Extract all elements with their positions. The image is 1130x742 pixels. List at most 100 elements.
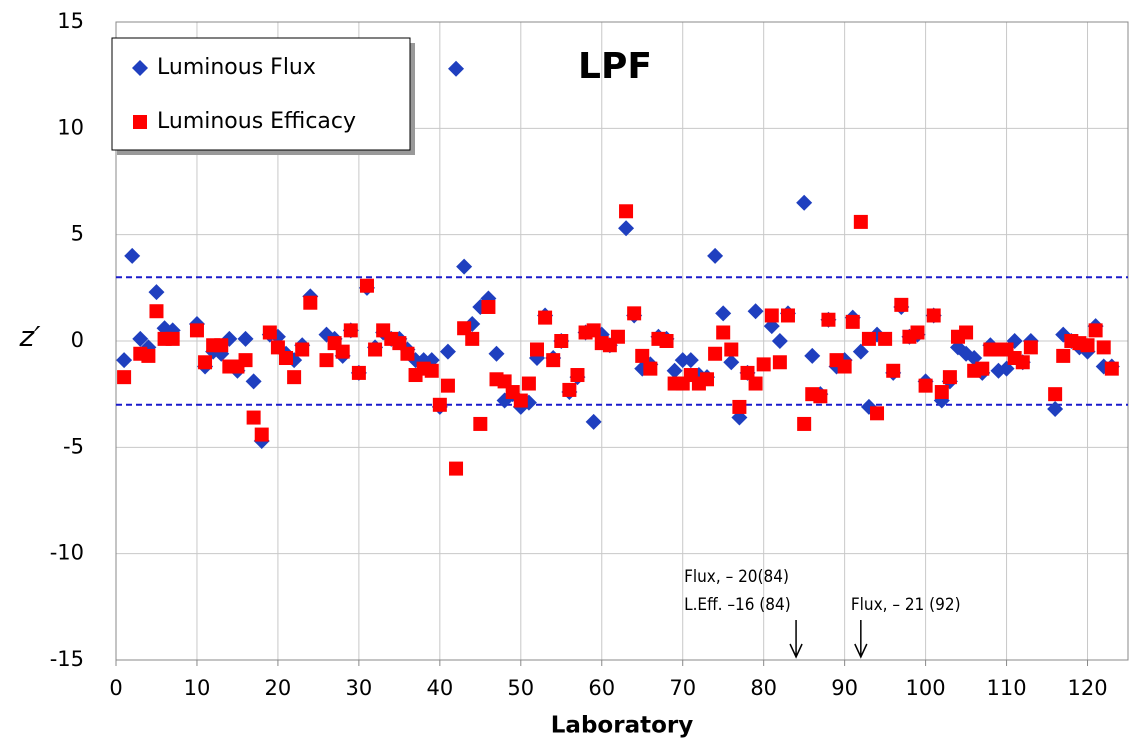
point [804, 347, 821, 364]
x-tick-label: 120 [1067, 676, 1107, 700]
point [440, 378, 455, 393]
point [456, 258, 473, 275]
point [554, 334, 569, 348]
point [124, 247, 141, 264]
point [715, 305, 732, 322]
point [359, 278, 374, 293]
point [1056, 348, 1071, 363]
point [368, 342, 383, 357]
annotation-arrow [854, 620, 868, 659]
y-tick-label: -10 [50, 541, 84, 565]
point [643, 361, 658, 376]
y-tick-label: -5 [63, 434, 84, 458]
chart-title: LPF [578, 46, 652, 87]
point [934, 385, 949, 400]
point [303, 295, 318, 310]
x-tick-label: 30 [346, 676, 373, 700]
x-axis-label: Laboratory [551, 713, 693, 739]
point [756, 357, 771, 372]
point [254, 427, 269, 442]
point [562, 382, 577, 397]
point [1048, 387, 1063, 402]
point [343, 323, 358, 338]
point [764, 308, 779, 323]
point [926, 308, 941, 323]
point [1023, 340, 1038, 355]
point [335, 344, 350, 359]
point [747, 303, 764, 320]
point [772, 355, 787, 370]
point [716, 325, 731, 340]
x-tick-label: 10 [184, 676, 211, 700]
point [319, 353, 334, 368]
point [198, 355, 213, 370]
point [117, 370, 132, 385]
point [449, 461, 464, 476]
x-tick-label: 100 [906, 676, 946, 700]
point [619, 204, 634, 219]
point [585, 413, 602, 430]
point [400, 346, 415, 361]
point [538, 310, 553, 325]
point [861, 331, 876, 346]
point [439, 343, 456, 360]
point [570, 368, 585, 383]
point [894, 297, 909, 312]
legend: Luminous Flux Luminous Efficacy [111, 37, 415, 155]
point [295, 342, 310, 357]
point [740, 365, 755, 380]
x-tick-label: 80 [750, 676, 777, 700]
y-tick-label: 5 [71, 222, 84, 246]
point [975, 361, 990, 376]
x-tick-label: 0 [109, 676, 122, 700]
y-axis-label: z′ [18, 320, 41, 353]
point [546, 353, 561, 368]
point [149, 304, 164, 319]
point [1104, 361, 1119, 376]
point [780, 308, 795, 323]
point [942, 370, 957, 385]
point [238, 353, 253, 368]
point [246, 410, 261, 425]
point [666, 362, 683, 379]
point [279, 351, 294, 366]
point [424, 363, 439, 378]
point [852, 343, 869, 360]
point [918, 378, 933, 393]
point [262, 325, 277, 340]
point [586, 323, 601, 338]
point [771, 333, 788, 349]
x-tick-label: 50 [507, 676, 534, 700]
point [708, 346, 723, 361]
point [245, 373, 262, 390]
point [723, 354, 740, 371]
legend-label: Luminous Flux [157, 55, 316, 80]
point [481, 299, 496, 314]
point [853, 214, 868, 229]
point [610, 329, 625, 344]
point [448, 60, 465, 77]
point [132, 330, 149, 347]
point [910, 325, 925, 340]
annotation: Flux, – 21 (92) [851, 595, 961, 615]
x-tick-label: 90 [831, 676, 858, 700]
x-tick-label: 20 [265, 676, 292, 700]
y-tick-label: 15 [57, 9, 84, 33]
point [165, 331, 180, 346]
legend-box [111, 37, 411, 151]
y-tick-label: -15 [50, 647, 84, 671]
x-tick-label: 110 [987, 676, 1027, 700]
annotation: Flux, – 20(84) [684, 567, 789, 587]
point [214, 338, 229, 353]
point [488, 345, 505, 362]
point [724, 342, 739, 357]
point [473, 416, 488, 431]
point [635, 348, 650, 363]
point [465, 331, 480, 346]
point [682, 352, 699, 369]
point [392, 336, 407, 351]
point [837, 359, 852, 374]
point [959, 325, 974, 340]
point [674, 352, 691, 369]
